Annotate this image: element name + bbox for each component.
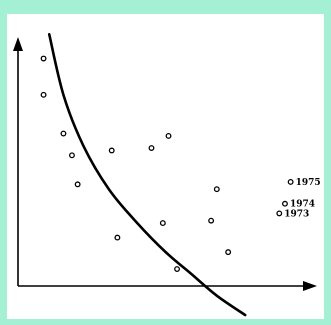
axes [13,37,317,291]
point-label-1974: 1974 [290,200,315,210]
data-point [108,147,115,154]
point-label-1975: 1975 [296,178,321,188]
data-point [40,91,47,98]
data-point [282,200,288,207]
data-point [287,178,294,185]
data-point [165,133,172,139]
data-point [148,145,155,152]
data-point [213,186,220,193]
data-point [208,217,215,224]
y-axis-arrow [13,37,23,51]
data-point [225,249,232,256]
chart-canvas: 1973 1974 1975 [7,14,324,319]
data-point [174,266,180,273]
points-layer [40,55,294,273]
x-axis-arrow [303,281,317,291]
point-label-1973: 1973 [284,209,309,219]
trend-curve [47,33,247,317]
data-point [74,181,81,188]
data-point [69,152,75,159]
data-point [159,220,166,227]
data-point [114,234,121,241]
trend-curve-layer [47,33,247,317]
data-point [276,210,283,217]
data-point [40,55,47,62]
data-point [60,130,67,137]
